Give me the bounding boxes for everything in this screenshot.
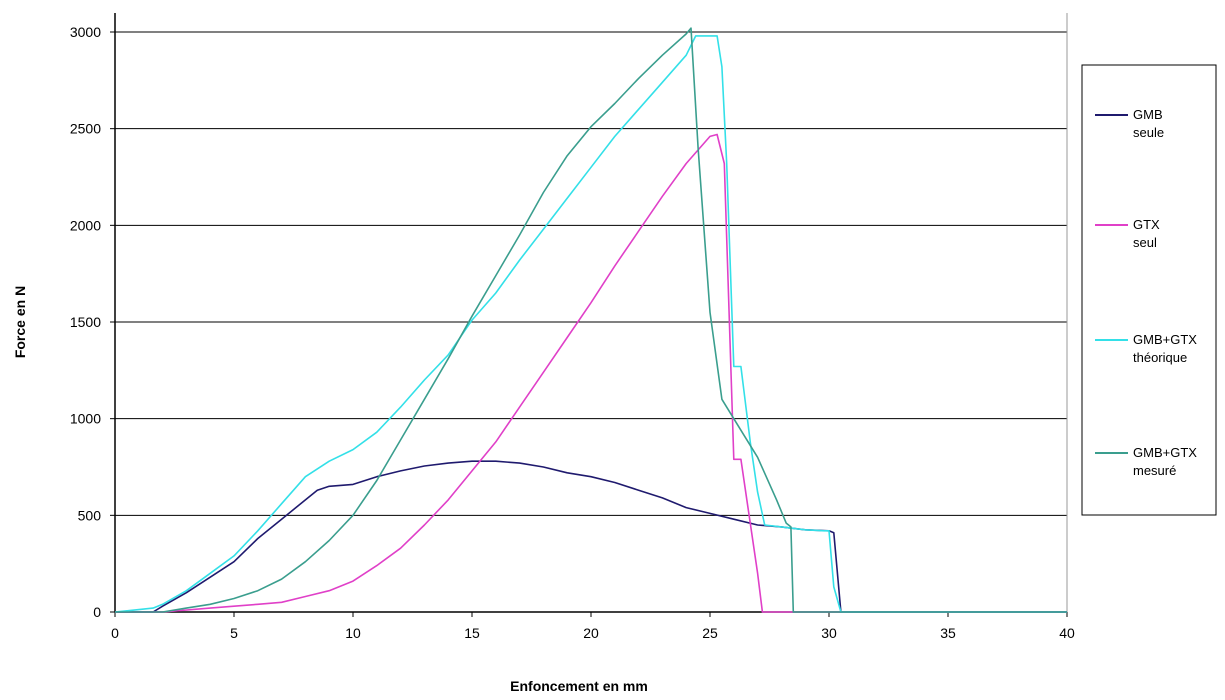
legend-label: seul [1133, 235, 1157, 250]
x-axis-title: Enfoncement en mm [510, 678, 648, 694]
legend-label: GMB [1133, 107, 1163, 122]
x-tick-label: 40 [1059, 625, 1075, 641]
tick-labels: 0 500 1000 1500 2000 2500 3000 0 5 10 15 20 25 30 35 40 [70, 24, 1075, 641]
y-tick-label: 1500 [70, 314, 101, 330]
legend-label: seule [1133, 125, 1164, 140]
legend-label: GTX [1133, 217, 1160, 232]
series-line-1 [115, 460, 1067, 613]
series-lines [114, 27, 1067, 613]
axes [110, 13, 1068, 617]
series-line-3 [114, 35, 1067, 613]
y-tick-label: 2500 [70, 121, 101, 137]
y-tick-label: 2000 [70, 217, 101, 233]
series-line-4 [115, 27, 1067, 613]
legend-label: théorique [1133, 350, 1187, 365]
legend: GMB seule GTX seul GMB+GTX théorique GMB+GTX me… [1081, 64, 1217, 516]
y-tick-label: 500 [78, 507, 102, 523]
y-tick-label: 3000 [70, 24, 101, 40]
legend-item: GMB seule [1095, 107, 1164, 140]
legend-label: mesuré [1133, 463, 1176, 478]
x-tick-label: 30 [821, 625, 837, 641]
legend-label: GMB+GTX [1133, 332, 1197, 347]
y-axis-title: Force en N [12, 286, 28, 358]
y-tick-label: 0 [93, 604, 101, 620]
y-tick-label: 1000 [70, 411, 101, 427]
legend-item: GTX seul [1095, 217, 1160, 250]
x-tick-label: 25 [702, 625, 718, 641]
x-tick-label: 10 [345, 625, 361, 641]
x-tick-label: 15 [464, 625, 480, 641]
legend-item: GMB+GTX théorique [1095, 332, 1197, 365]
x-tick-label: 35 [940, 625, 956, 641]
x-tick-label: 20 [583, 625, 599, 641]
legend-item: GMB+GTX mesuré [1095, 445, 1197, 478]
legend-label: GMB+GTX [1133, 445, 1197, 460]
x-tick-label: 0 [111, 625, 119, 641]
series-line-2 [115, 133, 1067, 613]
x-tick-label: 5 [230, 625, 238, 641]
legend-items: GMB seule GTX seul GMB+GTX théorique GMB+GTX me… [1095, 107, 1197, 478]
legend-box [1081, 64, 1217, 516]
grid-lines [115, 13, 1068, 612]
